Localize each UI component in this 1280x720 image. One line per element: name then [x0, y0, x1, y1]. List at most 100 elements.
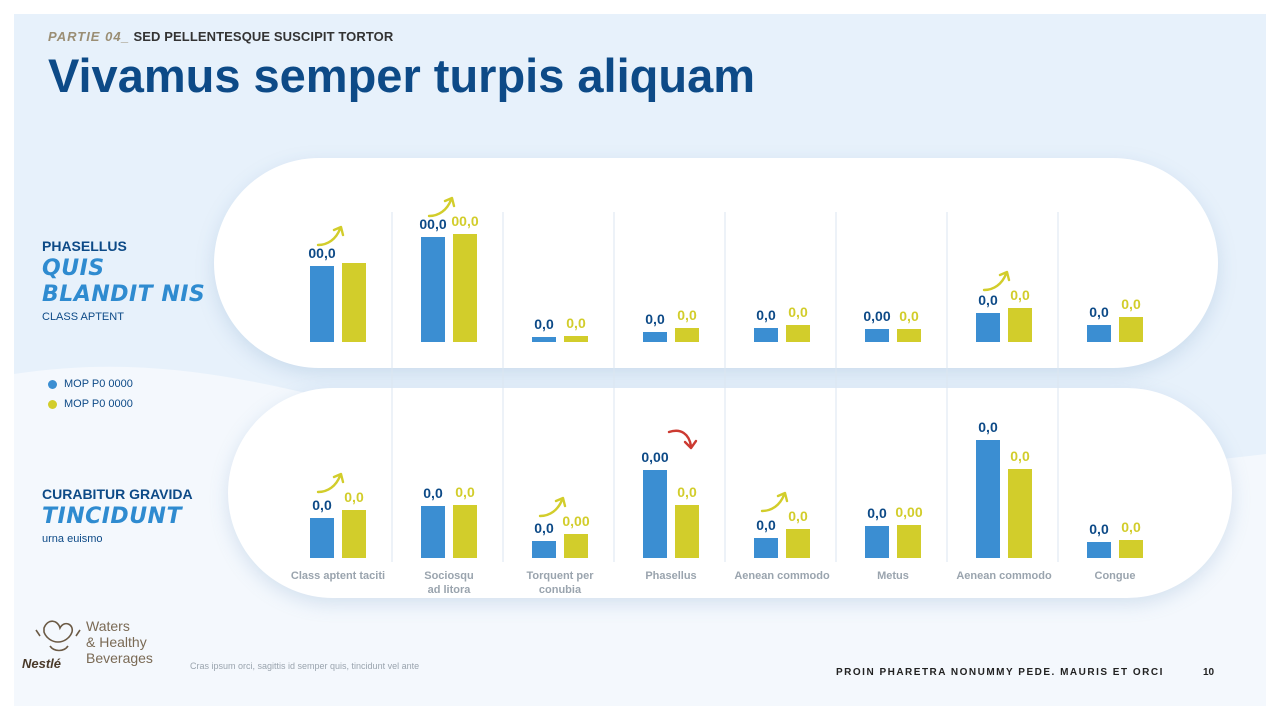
data-label: 0,0 [566, 315, 586, 331]
top-kicker: PHASELLUS [42, 238, 127, 254]
data-label: 00,0 [308, 245, 335, 261]
bar-c1-g2-s1 [421, 237, 445, 342]
trend-up-arrow-icon [316, 474, 342, 494]
bar-c2-g3-s1 [532, 541, 556, 558]
trend-up-arrow-icon [538, 498, 564, 518]
bar-c2-g2-s1 [421, 506, 445, 558]
bar-c2-g7-s2 [1008, 469, 1032, 558]
trend-up-arrow-icon [427, 198, 453, 218]
bar-c1-g4-s2 [675, 328, 699, 342]
category-label: Metus [877, 570, 909, 582]
part-label: PARTIE 04_ [48, 29, 130, 44]
category-label: Aenean commodo [734, 570, 830, 582]
data-label: 0,0 [423, 485, 443, 501]
data-label: 0,0 [978, 292, 998, 308]
category-label: Congue [1095, 570, 1136, 582]
data-label: 0,0 [1010, 287, 1030, 303]
trend-up-arrowhead-icon [554, 496, 567, 508]
category-label: Aenean commodo [956, 570, 1052, 582]
legend-label-1: MOP P0 0000 [64, 378, 133, 390]
category-label: ad litora [428, 584, 472, 596]
bottom-accent: TINCIDUNT [42, 504, 182, 529]
trend-up-arrowhead-icon [332, 472, 345, 484]
bar-c2-g2-s2 [453, 505, 477, 558]
data-label: 0,0 [645, 311, 665, 327]
bar-c1-g2-s2 [453, 234, 477, 342]
bar-c2-g6-s1 [865, 526, 889, 558]
page-title: Vivamus semper turpis aliquam [48, 49, 756, 102]
bottom-side-block: CURABITUR GRAVIDA TINCIDUNT urna euismo [42, 486, 212, 545]
brand-line-2: & Healthy [86, 634, 147, 650]
data-label: 0,0 [1121, 519, 1141, 535]
bar-c2-g1-s2 [342, 510, 366, 558]
legend-dot-blue [48, 379, 57, 389]
top-sub: CLASS APTENT [42, 311, 124, 323]
data-label: 0,0 [677, 307, 697, 323]
brand-text: Waters & Healthy Beverages [86, 618, 153, 666]
bar-c2-g4-s1 [643, 470, 667, 558]
footer-text: PROIN PHARETRA NONUMMY PEDE. MAURIS ET O… [836, 667, 1164, 678]
category-label: Phasellus [645, 570, 696, 582]
bar-c2-g7-s1 [976, 440, 1000, 558]
brand-line-3: Beverages [86, 650, 153, 666]
bar-c1-g8-s2 [1119, 317, 1143, 342]
data-label: 0,0 [1010, 448, 1030, 464]
brand-line-1: Waters [86, 618, 130, 634]
legend: MOP P0 0000 MOP P0 0000 [48, 374, 133, 414]
trend-down-arrow-icon [667, 429, 693, 448]
top-accent: QUIS BLANDIT NIS [42, 256, 206, 307]
trend-up-arrowhead-icon [443, 196, 456, 208]
bar-c2-g1-s1 [310, 518, 334, 558]
brand-word: Nestlé [22, 656, 62, 671]
bar-c2-g4-s2 [675, 505, 699, 558]
subtitle-text: SED PELLENTESQUE SUSCIPIT TORTOR [133, 29, 394, 44]
data-label: 0,0 [788, 508, 808, 524]
data-label: 0,0 [534, 520, 554, 536]
data-label: 0,00 [641, 449, 668, 465]
data-label: 0,00 [895, 504, 922, 520]
data-label: 0,0 [756, 517, 776, 533]
trend-down-arrowhead-icon [683, 439, 698, 450]
data-label: 0,0 [344, 489, 364, 505]
bar-c1-g5-s1 [754, 328, 778, 342]
trend-up-arrowhead-icon [776, 491, 789, 503]
legend-item-2: MOP P0 0000 [48, 394, 133, 414]
data-label: 0,0 [455, 484, 475, 500]
data-label: 00,0 [451, 213, 478, 229]
data-label: 0,0 [899, 308, 919, 324]
section-subtitle: PARTIE 04_ SED PELLENTESQUE SUSCIPIT TOR… [48, 29, 393, 44]
bar-c1-g7-s1 [976, 313, 1000, 342]
bar-c1-g7-s2 [1008, 308, 1032, 342]
bar-c2-g3-s2 [564, 534, 588, 558]
data-label: 0,00 [562, 513, 589, 529]
data-label: 0,0 [867, 505, 887, 521]
bar-c2-g5-s2 [786, 529, 810, 558]
category-label: conubia [539, 584, 582, 596]
bottom-chart-panel [228, 388, 1232, 598]
footnote: Cras ipsum orci, sagittis id semper quis… [190, 661, 420, 671]
trend-up-arrowhead-icon [332, 225, 345, 237]
data-label: 0,0 [1089, 521, 1109, 537]
category-label: Torquent per [526, 570, 594, 582]
bar-c1-g5-s2 [786, 325, 810, 342]
top-side-block: PHASELLUS QUIS BLANDIT NIS CLASS APTENT [42, 238, 212, 323]
brand-logo-icon [35, 620, 81, 652]
bar-c2-g8-s1 [1087, 542, 1111, 558]
bar-c1-g4-s1 [643, 332, 667, 342]
data-label: 0,0 [677, 484, 697, 500]
legend-dot-yellow [48, 399, 57, 409]
data-label: 0,0 [1089, 304, 1109, 320]
data-label: 0,0 [788, 304, 808, 320]
bar-c1-g6-s1 [865, 329, 889, 342]
top-chart-panel [214, 158, 1218, 368]
bottom-sub: urna euismo [42, 533, 103, 545]
bar-c1-g8-s1 [1087, 325, 1111, 342]
trend-up-arrow-icon [760, 493, 786, 513]
data-label: 00,0 [419, 216, 446, 232]
data-label: 0,0 [534, 316, 554, 332]
bar-c1-g1-s1 [310, 266, 334, 342]
data-label: 0,0 [756, 307, 776, 323]
bar-c1-g6-s2 [897, 329, 921, 342]
trend-up-arrow-icon [316, 227, 342, 247]
data-label: 0,0 [978, 419, 998, 435]
